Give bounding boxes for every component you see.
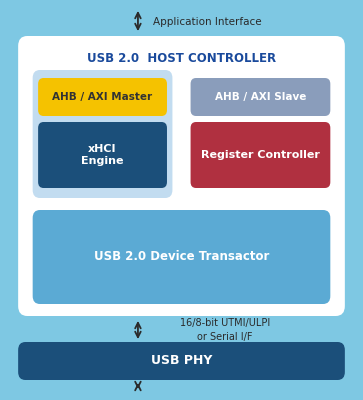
FancyBboxPatch shape [33, 210, 330, 304]
FancyBboxPatch shape [33, 70, 172, 198]
Text: 16/8-bit UTMI/ULPI
or Serial I/F: 16/8-bit UTMI/ULPI or Serial I/F [180, 318, 270, 342]
Text: Application Interface: Application Interface [152, 17, 261, 27]
FancyBboxPatch shape [38, 78, 167, 116]
Text: xHCI
Engine: xHCI Engine [81, 144, 124, 166]
FancyBboxPatch shape [38, 122, 167, 188]
Text: AHB / AXI Master: AHB / AXI Master [53, 92, 152, 102]
FancyBboxPatch shape [11, 12, 352, 388]
Text: USB 2.0 Device Transactor: USB 2.0 Device Transactor [94, 250, 269, 263]
FancyBboxPatch shape [18, 342, 345, 380]
FancyBboxPatch shape [18, 36, 345, 316]
Text: USB PHY: USB PHY [151, 354, 212, 367]
Text: AHB / AXI Slave: AHB / AXI Slave [215, 92, 306, 102]
Text: Register Controller: Register Controller [201, 150, 320, 160]
FancyBboxPatch shape [191, 78, 330, 116]
FancyBboxPatch shape [191, 122, 330, 188]
Text: USB 2.0  HOST CONTROLLER: USB 2.0 HOST CONTROLLER [87, 52, 276, 64]
